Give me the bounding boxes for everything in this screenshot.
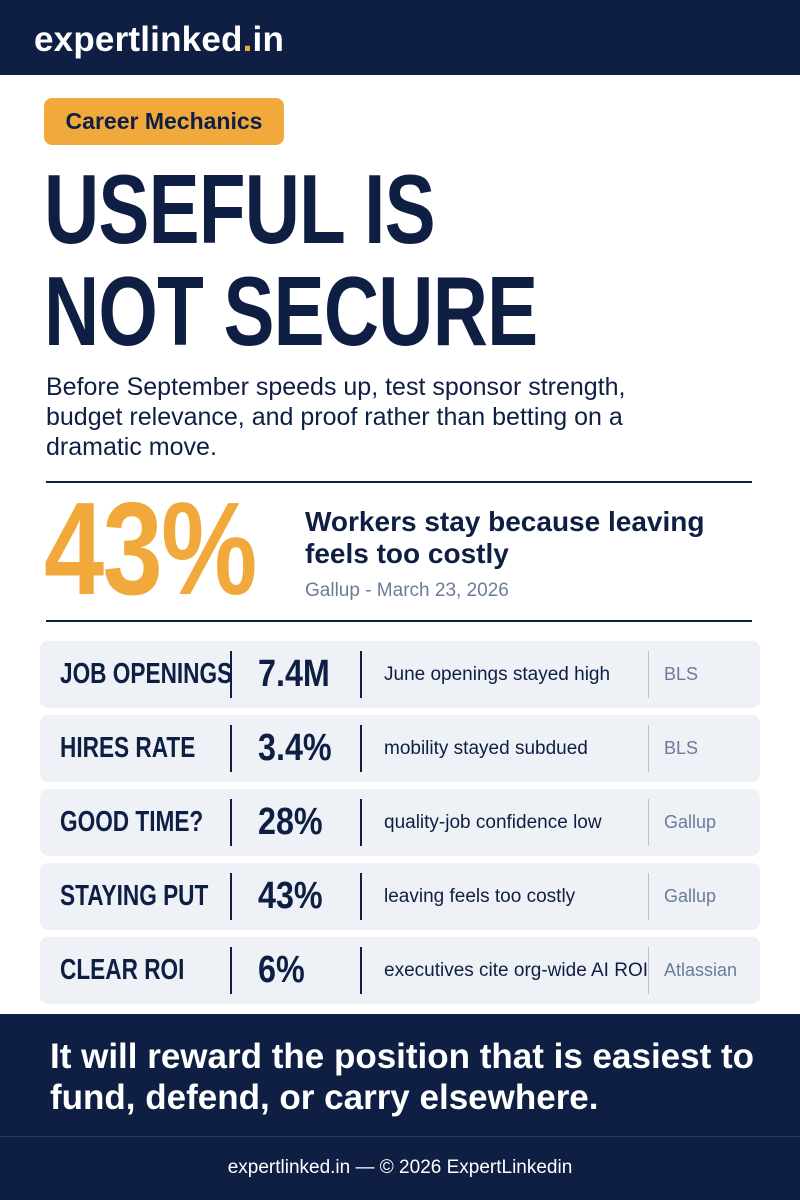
- row-divider: [648, 947, 649, 994]
- row-divider: [230, 651, 232, 698]
- brand-tld: in: [252, 20, 285, 59]
- row-label: GOOD TIME?: [60, 806, 204, 838]
- footer-divider: [0, 1136, 800, 1137]
- brand-logo[interactable]: expertlinked.in: [34, 20, 284, 60]
- row-divider: [648, 799, 649, 846]
- row-divider: [360, 799, 362, 846]
- row-value: 7.4M: [258, 653, 330, 695]
- category-tag: Career Mechanics: [44, 98, 284, 145]
- table-row: CLEAR ROI 6% executives cite org-wide AI…: [40, 937, 760, 1004]
- brand-dot: .: [242, 20, 253, 59]
- row-divider: [360, 651, 362, 698]
- row-value: 6%: [258, 949, 305, 991]
- divider-bottom: [46, 620, 752, 622]
- row-value: 43%: [258, 875, 323, 917]
- row-value: 28%: [258, 801, 323, 843]
- row-divider: [230, 725, 232, 772]
- stats-table: JOB OPENINGS 7.4M June openings stayed h…: [40, 641, 760, 1011]
- row-label: HIRES RATE: [60, 732, 196, 764]
- row-note: June openings stayed high: [384, 664, 611, 685]
- row-note: quality-job confidence low: [384, 812, 602, 833]
- footer-copyright: expertlinked.in — © 2026 ExpertLinkedin: [227, 1157, 573, 1178]
- row-source: BLS: [664, 738, 699, 758]
- row-divider: [230, 873, 232, 920]
- row-divider: [230, 947, 232, 994]
- row-divider: [360, 725, 362, 772]
- title-line-2: NOT SECURE: [44, 256, 538, 366]
- row-source: Atlassian: [664, 960, 738, 980]
- brand-name: expertlinked: [34, 20, 243, 59]
- row-label: STAYING PUT: [60, 880, 209, 912]
- row-divider: [648, 873, 649, 920]
- row-value: 3.4%: [258, 727, 332, 769]
- footer-band: [0, 1014, 800, 1200]
- row-divider: [360, 873, 362, 920]
- row-divider: [648, 725, 649, 772]
- feature-stat-value: 43%: [44, 475, 257, 622]
- row-note: mobility stayed subdued: [384, 738, 588, 759]
- row-source: Gallup: [664, 812, 717, 832]
- feature-stat-source: Gallup - March 23, 2026: [305, 580, 509, 601]
- table-row: GOOD TIME? 28% quality-job confidence lo…: [40, 789, 760, 856]
- header-bar: expertlinked.in: [0, 0, 800, 75]
- divider-top: [46, 481, 752, 483]
- table-row: STAYING PUT 43% leaving feels too costly…: [40, 863, 760, 930]
- title-line-1: USEFUL IS: [44, 154, 436, 264]
- row-label: CLEAR ROI: [60, 954, 185, 986]
- intro-text: Before September speeds up, test sponsor…: [46, 373, 626, 461]
- row-source: Gallup: [664, 886, 717, 906]
- row-note: executives cite org-wide AI ROI: [384, 960, 648, 981]
- row-label: JOB OPENINGS: [60, 658, 233, 690]
- row-divider: [648, 651, 649, 698]
- row-note: leaving feels too costly: [384, 886, 576, 907]
- table-row: HIRES RATE 3.4% mobility stayed subdued …: [40, 715, 760, 782]
- page-title: USEFUL IS NOT SECURE: [44, 154, 538, 366]
- feature-stat-title: Workers stay because leaving feels too c…: [305, 506, 705, 569]
- row-source: BLS: [664, 664, 699, 684]
- row-divider: [360, 947, 362, 994]
- row-divider: [230, 799, 232, 846]
- table-row: JOB OPENINGS 7.4M June openings stayed h…: [40, 641, 760, 708]
- closing-statement: It will reward the position that is easi…: [50, 1037, 755, 1117]
